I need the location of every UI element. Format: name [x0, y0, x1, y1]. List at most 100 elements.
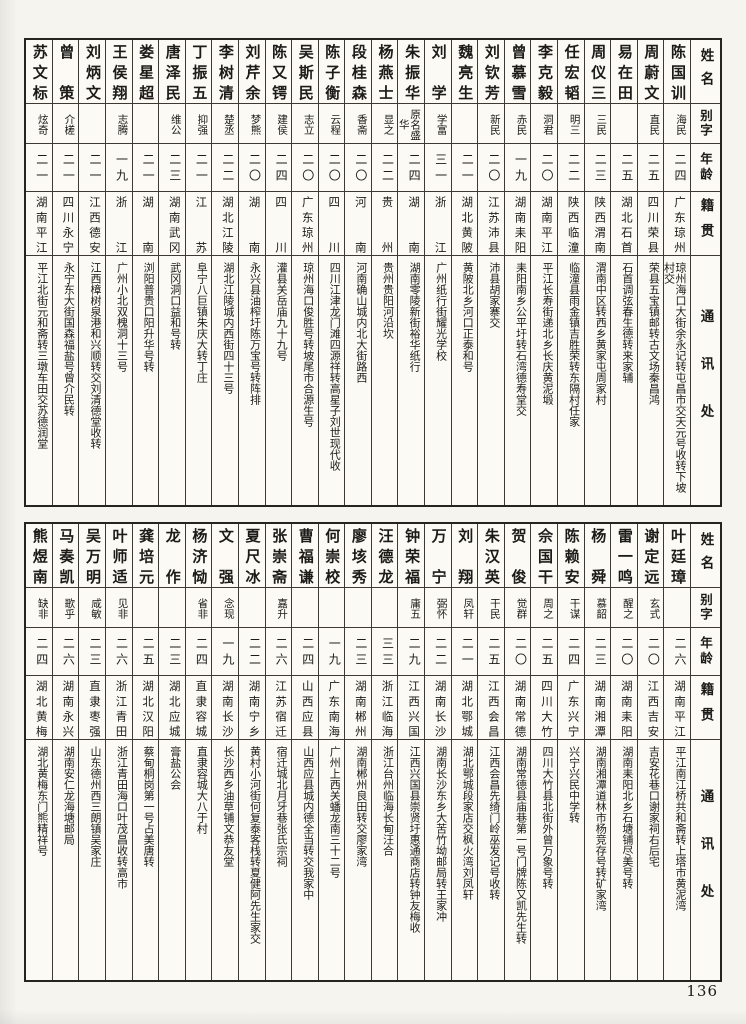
- entry-native-place: 广东兴宁: [558, 676, 584, 740]
- entry-age: 二二: [212, 144, 238, 192]
- entry-courtesy-name: 建侯: [265, 104, 292, 144]
- entry-column: 佘国干 周之 二五 四川大竹 四川大竹县北街外曾万象号转: [530, 524, 558, 980]
- entry-name: 万宁: [425, 524, 451, 588]
- entry-column: 魏亮生 二一 湖北黄陂 黄陂北乡河口正泰和号: [450, 40, 478, 505]
- entry-address: 平江南江桥共和斋转上塔市黄泥湾: [674, 746, 687, 911]
- entry-courtesy-name: 梦熊: [238, 104, 265, 144]
- entry-age: 三一: [425, 144, 451, 192]
- entry-name: 丁振五: [185, 40, 212, 104]
- entry-age: 二三: [584, 144, 611, 192]
- entry-address: 灌县关岳庙九十九号: [275, 262, 289, 361]
- entry-courtesy-name: 醒之: [611, 588, 637, 628]
- entry-column: 杨济恸 省非 二四 直隶容城 直隶容城大八于村: [184, 524, 212, 980]
- column-header-age: 年龄: [691, 144, 720, 192]
- entry-native-place: 湖南耒阳: [611, 676, 637, 740]
- entry-courtesy-name: [611, 104, 637, 144]
- entry-age: 二四: [26, 628, 52, 676]
- entry-native-place: 浙江青田: [105, 676, 132, 740]
- entry-name: 陈子衡: [318, 40, 345, 104]
- entry-name: 廖垓秀: [345, 524, 371, 588]
- entry-age: 二六: [105, 628, 132, 676]
- entry-native-place: 江苏沛县: [478, 192, 504, 256]
- entry-native-place: 湖南: [132, 192, 159, 256]
- entry-address: 渭南中区转西乡黄家屯周家村: [594, 262, 608, 405]
- entry-native-place: 山西应县: [292, 676, 318, 740]
- entry-courtesy-name: 庸五: [398, 588, 425, 628]
- entry-address: 广州小北双槐洞十三号: [115, 262, 129, 372]
- entry-courtesy-name: [132, 104, 159, 144]
- entry-native-place: 湖南平江: [26, 192, 52, 256]
- column-header-name-label: 姓名: [697, 48, 714, 95]
- entry-age: 二一: [52, 144, 79, 192]
- entry-address: 蔡甸桐岗第一号占美唐转: [142, 746, 156, 867]
- entry-courtesy-name: 周之: [531, 588, 558, 628]
- entry-name: 任宏韬: [558, 40, 584, 104]
- entry-native-place: 湖南: [398, 192, 425, 256]
- entry-native-place: 湖南常德: [504, 676, 531, 740]
- entry-native-place: 湖南耒阳: [504, 192, 531, 256]
- entry-courtesy-name: 炫奇: [26, 104, 52, 144]
- entry-column: 曹福谦 二四 山西应县 山西应县城内德全当转交我家中: [291, 524, 318, 980]
- entry-age: 二一: [26, 144, 52, 192]
- entry-column: 朱振华 原名盛华 二四 湖南 湖南零陵新街裕华纸行: [397, 40, 425, 505]
- entry-native-place: 四川: [265, 192, 292, 256]
- entry-courtesy-name: 抑强: [185, 104, 212, 144]
- entry-name: 叶师适: [105, 524, 132, 588]
- entry-column: 任宏韬 明三 二二 陕西临潼 临潼县雨金镇吉胜荣转东隔村任家: [557, 40, 584, 505]
- entry-native-place: 陕西渭南: [584, 192, 611, 256]
- entry-address: 荣县五宝镇邮转古文场秦昌鸿: [647, 262, 661, 405]
- entry-address: 永兴县油榨圩陈万宝号转阵排: [248, 262, 262, 405]
- entry-address: 广州纸行街耀光学校: [434, 262, 448, 361]
- entry-courtesy-name: [79, 104, 105, 144]
- entry-column: 钟荣福 庸五 二九 江西兴国 江西兴国县崇贤圩惠通商店转钟友梅收: [397, 524, 425, 980]
- entry-name: 王侯翔: [105, 40, 132, 104]
- page-number: 136: [686, 982, 718, 1000]
- column-header-address: 通讯处: [691, 256, 720, 505]
- entry-age: 二四: [664, 144, 690, 192]
- entry-courtesy-name: 嘉升: [265, 588, 292, 628]
- column-header-native: 籍贯: [691, 676, 720, 740]
- entry-native-place: 陕西临潼: [558, 192, 584, 256]
- entry-courtesy-name: 念现: [212, 588, 238, 628]
- entry-native-place: 湖北黄陂: [451, 192, 478, 256]
- entry-address: 广州上西关蟠龙南三十二号: [328, 746, 342, 878]
- entry-native-place: 直隶容城: [185, 676, 212, 740]
- entry-age: 二六: [52, 628, 79, 676]
- entry-courtesy-name: 志腾: [105, 104, 132, 144]
- column-header-address-label: 通讯处: [697, 788, 714, 932]
- entry-courtesy-name: 咸敏: [79, 588, 105, 628]
- column-header-name: 姓名: [691, 524, 720, 588]
- column-header-zi-label: 别字: [698, 593, 713, 622]
- entry-native-place: 江西会昌: [478, 676, 504, 740]
- entry-native-place: 湖北江陵: [212, 192, 238, 256]
- entry-age: 二一: [132, 144, 159, 192]
- entry-column: 雷一鸣 醒之 二〇 湖南耒阳 湖南耒阳北乡石塘铺尽美号转: [610, 524, 637, 980]
- entry-courtesy-name: [664, 588, 690, 628]
- entry-age: 二五: [611, 144, 637, 192]
- entry-name: 刘翔: [451, 524, 478, 588]
- entry-native-place: 四川荣县: [637, 192, 664, 256]
- entry-age: 二一: [185, 144, 212, 192]
- entry-age: 一九: [212, 628, 238, 676]
- entry-courtesy-name: 海民: [664, 104, 690, 144]
- entry-courtesy-name: 歌乎: [52, 588, 79, 628]
- entry-name: 杨燕士: [371, 40, 398, 104]
- entry-column: 曾策 介槎 二一 四川永宁 永宁东大街国森福盐号曾介民转: [51, 40, 79, 505]
- entry-age: 二五: [637, 144, 664, 192]
- entry-name: 陈又锷: [265, 40, 292, 104]
- entry-address: 平江长寿街递北乡长庆黄泥塅: [541, 262, 555, 405]
- entry-address: 直隶容城大八于村: [195, 746, 209, 834]
- entry-native-place: 广东琼州: [292, 192, 318, 256]
- entry-native-place: 湖北鄂城: [451, 676, 478, 740]
- entry-address: 浙江青田海口叶茂昌收转高市: [115, 746, 129, 889]
- entry-address: 临潼县雨金镇吉胜荣转东隔村任家: [567, 262, 581, 427]
- entry-age: 二〇: [292, 144, 318, 192]
- entry-column: 易在田 二五 湖北石首 石首调弦春生德转来家辅: [610, 40, 637, 505]
- entry-courtesy-name: 弼怀: [425, 588, 451, 628]
- entry-address: 长沙西乡油草铺文恭友堂: [221, 746, 235, 867]
- entry-column: 李克毅 洞君 二〇 湖南平江 平江长寿街递北乡长庆黄泥塅: [530, 40, 558, 505]
- entry-age: 二〇: [318, 144, 345, 192]
- entry-native-place: 湖北黄梅: [26, 676, 52, 740]
- entry-name: 龙作: [159, 524, 185, 588]
- entry-column: 李树清 楚丞 二二 湖北江陵 湖北江陵城内西街四十三号: [211, 40, 238, 505]
